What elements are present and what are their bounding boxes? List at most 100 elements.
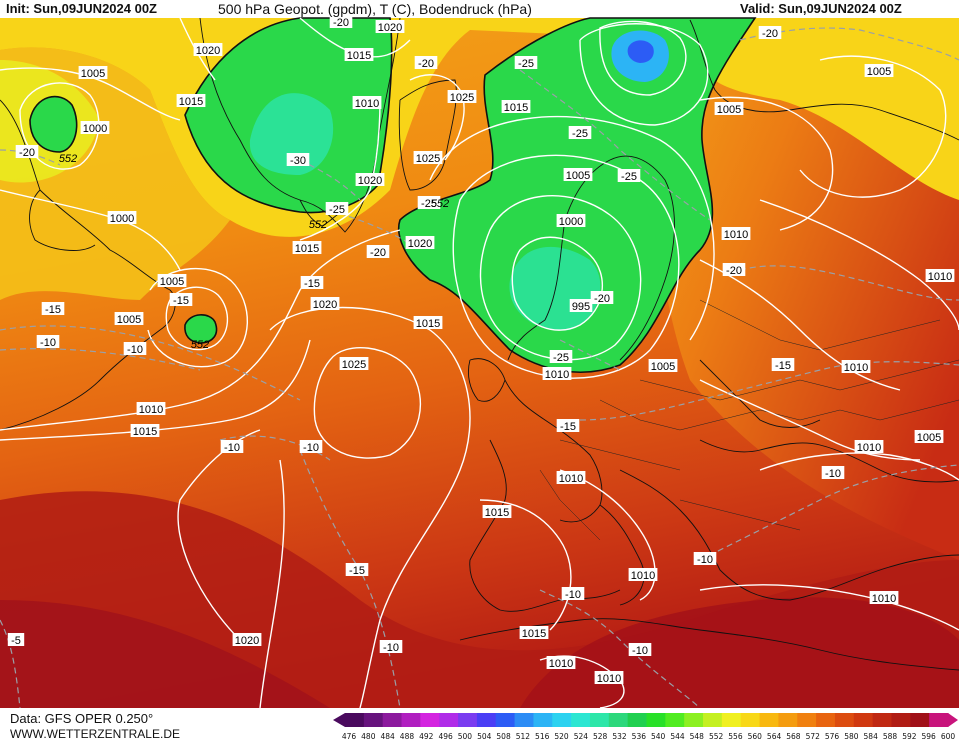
field-green-labrador <box>30 96 77 152</box>
svg-text:1010: 1010 <box>844 362 868 374</box>
svg-text:1010: 1010 <box>545 369 569 381</box>
geopotential-label: 552 <box>431 198 449 210</box>
svg-text:1020: 1020 <box>378 22 402 34</box>
isobar-label: 1020 <box>405 236 435 250</box>
svg-text:-10: -10 <box>632 645 648 657</box>
colorbar-tick-label: 488 <box>400 732 415 741</box>
isotherm-label: -25 <box>514 56 538 70</box>
colorbar-swatch <box>759 713 779 727</box>
init-time: Init: Sun,09JUN2024 00Z <box>6 1 157 16</box>
isobar-label: 1010 <box>841 360 871 374</box>
isobar-label: 1020 <box>193 43 223 57</box>
colorbar-tick-label: 540 <box>651 732 666 741</box>
svg-text:-10: -10 <box>697 554 713 566</box>
colorbar-swatch <box>778 713 798 727</box>
field-south-darkest <box>0 600 330 708</box>
svg-text:1005: 1005 <box>717 104 741 116</box>
isobar-label: 1010 <box>136 402 166 416</box>
isotherm-label: -20 <box>329 15 353 29</box>
isotherm-label: -15 <box>169 293 193 307</box>
svg-text:-10: -10 <box>565 589 581 601</box>
colorbar-tick-label: 496 <box>438 732 453 741</box>
svg-text:552: 552 <box>431 198 449 210</box>
svg-text:1020: 1020 <box>196 45 220 57</box>
colorbar-tick-label: 596 <box>922 732 937 741</box>
isobars <box>0 17 959 709</box>
isobar-label: 1015 <box>130 424 160 438</box>
isobar-label: 1000 <box>107 211 137 225</box>
colorbar-tick-label: 480 <box>361 732 376 741</box>
isobar-label: 1025 <box>413 151 443 165</box>
svg-text:1005: 1005 <box>651 361 675 373</box>
svg-text:-25: -25 <box>518 58 534 70</box>
svg-text:-10: -10 <box>303 442 319 454</box>
isotherm-label: -10 <box>220 440 244 454</box>
colorbar-tick-label: 476 <box>342 732 357 741</box>
svg-text:1005: 1005 <box>917 432 941 444</box>
colorbar-swatch <box>853 713 874 727</box>
colorbar-tick-label: 548 <box>690 732 705 741</box>
colorbar-tick-label: 532 <box>612 732 627 741</box>
svg-text:1010: 1010 <box>872 593 896 605</box>
isobar-label: 1010 <box>628 568 658 582</box>
svg-text:-10: -10 <box>383 642 399 654</box>
colorbar-tick-label: 592 <box>902 732 917 741</box>
colorbar-swatch <box>740 713 761 727</box>
colorbar-max-arrow <box>948 713 958 727</box>
isotherm-label: -20 <box>590 291 614 305</box>
svg-text:1010: 1010 <box>631 570 655 582</box>
svg-text:1025: 1025 <box>342 359 366 371</box>
map-title: 500 hPa Geopot. (gpdm), T (C), Bodendruc… <box>218 1 532 17</box>
isobar-label: 1025 <box>447 90 477 104</box>
colorbar-tick-label: 492 <box>419 732 434 741</box>
svg-text:552: 552 <box>309 219 327 231</box>
isobar-label: 1010 <box>594 671 624 685</box>
isobar-label: 1020 <box>310 297 340 311</box>
isotherm-label: -10 <box>628 643 652 657</box>
svg-text:1010: 1010 <box>597 673 621 685</box>
colorbar-swatch <box>345 713 365 727</box>
isobar-label: 1015 <box>501 100 531 114</box>
colorbar-tick-label: 552 <box>709 732 724 741</box>
svg-text:1005: 1005 <box>566 170 590 182</box>
colorbar-swatch <box>589 713 610 727</box>
svg-text:1015: 1015 <box>295 243 319 255</box>
isobar-label: 1015 <box>176 94 206 108</box>
geopotential-label: 552 <box>191 339 209 351</box>
colorbar-swatch <box>363 713 384 727</box>
colorbar-swatch <box>627 713 647 727</box>
colorbar-tick-label: 584 <box>864 732 879 741</box>
isotherm-label: -5 <box>7 633 25 647</box>
svg-text:1015: 1015 <box>416 318 440 330</box>
svg-text:1025: 1025 <box>450 92 474 104</box>
svg-text:-20: -20 <box>333 17 349 29</box>
svg-text:1015: 1015 <box>485 507 509 519</box>
data-source: Data: GFS OPER 0.250° <box>10 711 154 726</box>
isobar-label: 1005 <box>648 359 678 373</box>
svg-text:1010: 1010 <box>559 473 583 485</box>
colorbar-tick-label: 588 <box>883 732 898 741</box>
isotherm-label: -25 <box>568 126 592 140</box>
colorbar-tick-label: 564 <box>767 732 782 741</box>
colorbar-swatch <box>816 713 836 727</box>
colorbar-swatch <box>495 713 516 727</box>
colorbar-tick-label: 512 <box>516 732 531 741</box>
colorbar-tick-label: 520 <box>554 732 569 741</box>
isobar-label: 1010 <box>854 440 884 454</box>
colorbar: 476 480 484 488 492 496 500 504 508 512 516 520 524 5… <box>333 713 958 741</box>
isotherm-label: -20 <box>758 26 782 40</box>
colorbar-min-arrow <box>333 713 345 727</box>
svg-text:1010: 1010 <box>857 442 881 454</box>
svg-text:1000: 1000 <box>110 213 134 225</box>
svg-text:552: 552 <box>59 153 77 165</box>
field-africa-dark <box>520 597 959 708</box>
svg-text:1025: 1025 <box>416 153 440 165</box>
colorbar-swatch <box>571 713 591 727</box>
svg-text:1000: 1000 <box>559 216 583 228</box>
svg-text:1005: 1005 <box>117 314 141 326</box>
svg-text:1005: 1005 <box>81 68 105 80</box>
isobar-label: 1015 <box>344 48 374 62</box>
colorbar-swatch <box>665 713 685 727</box>
svg-text:1010: 1010 <box>928 271 952 283</box>
